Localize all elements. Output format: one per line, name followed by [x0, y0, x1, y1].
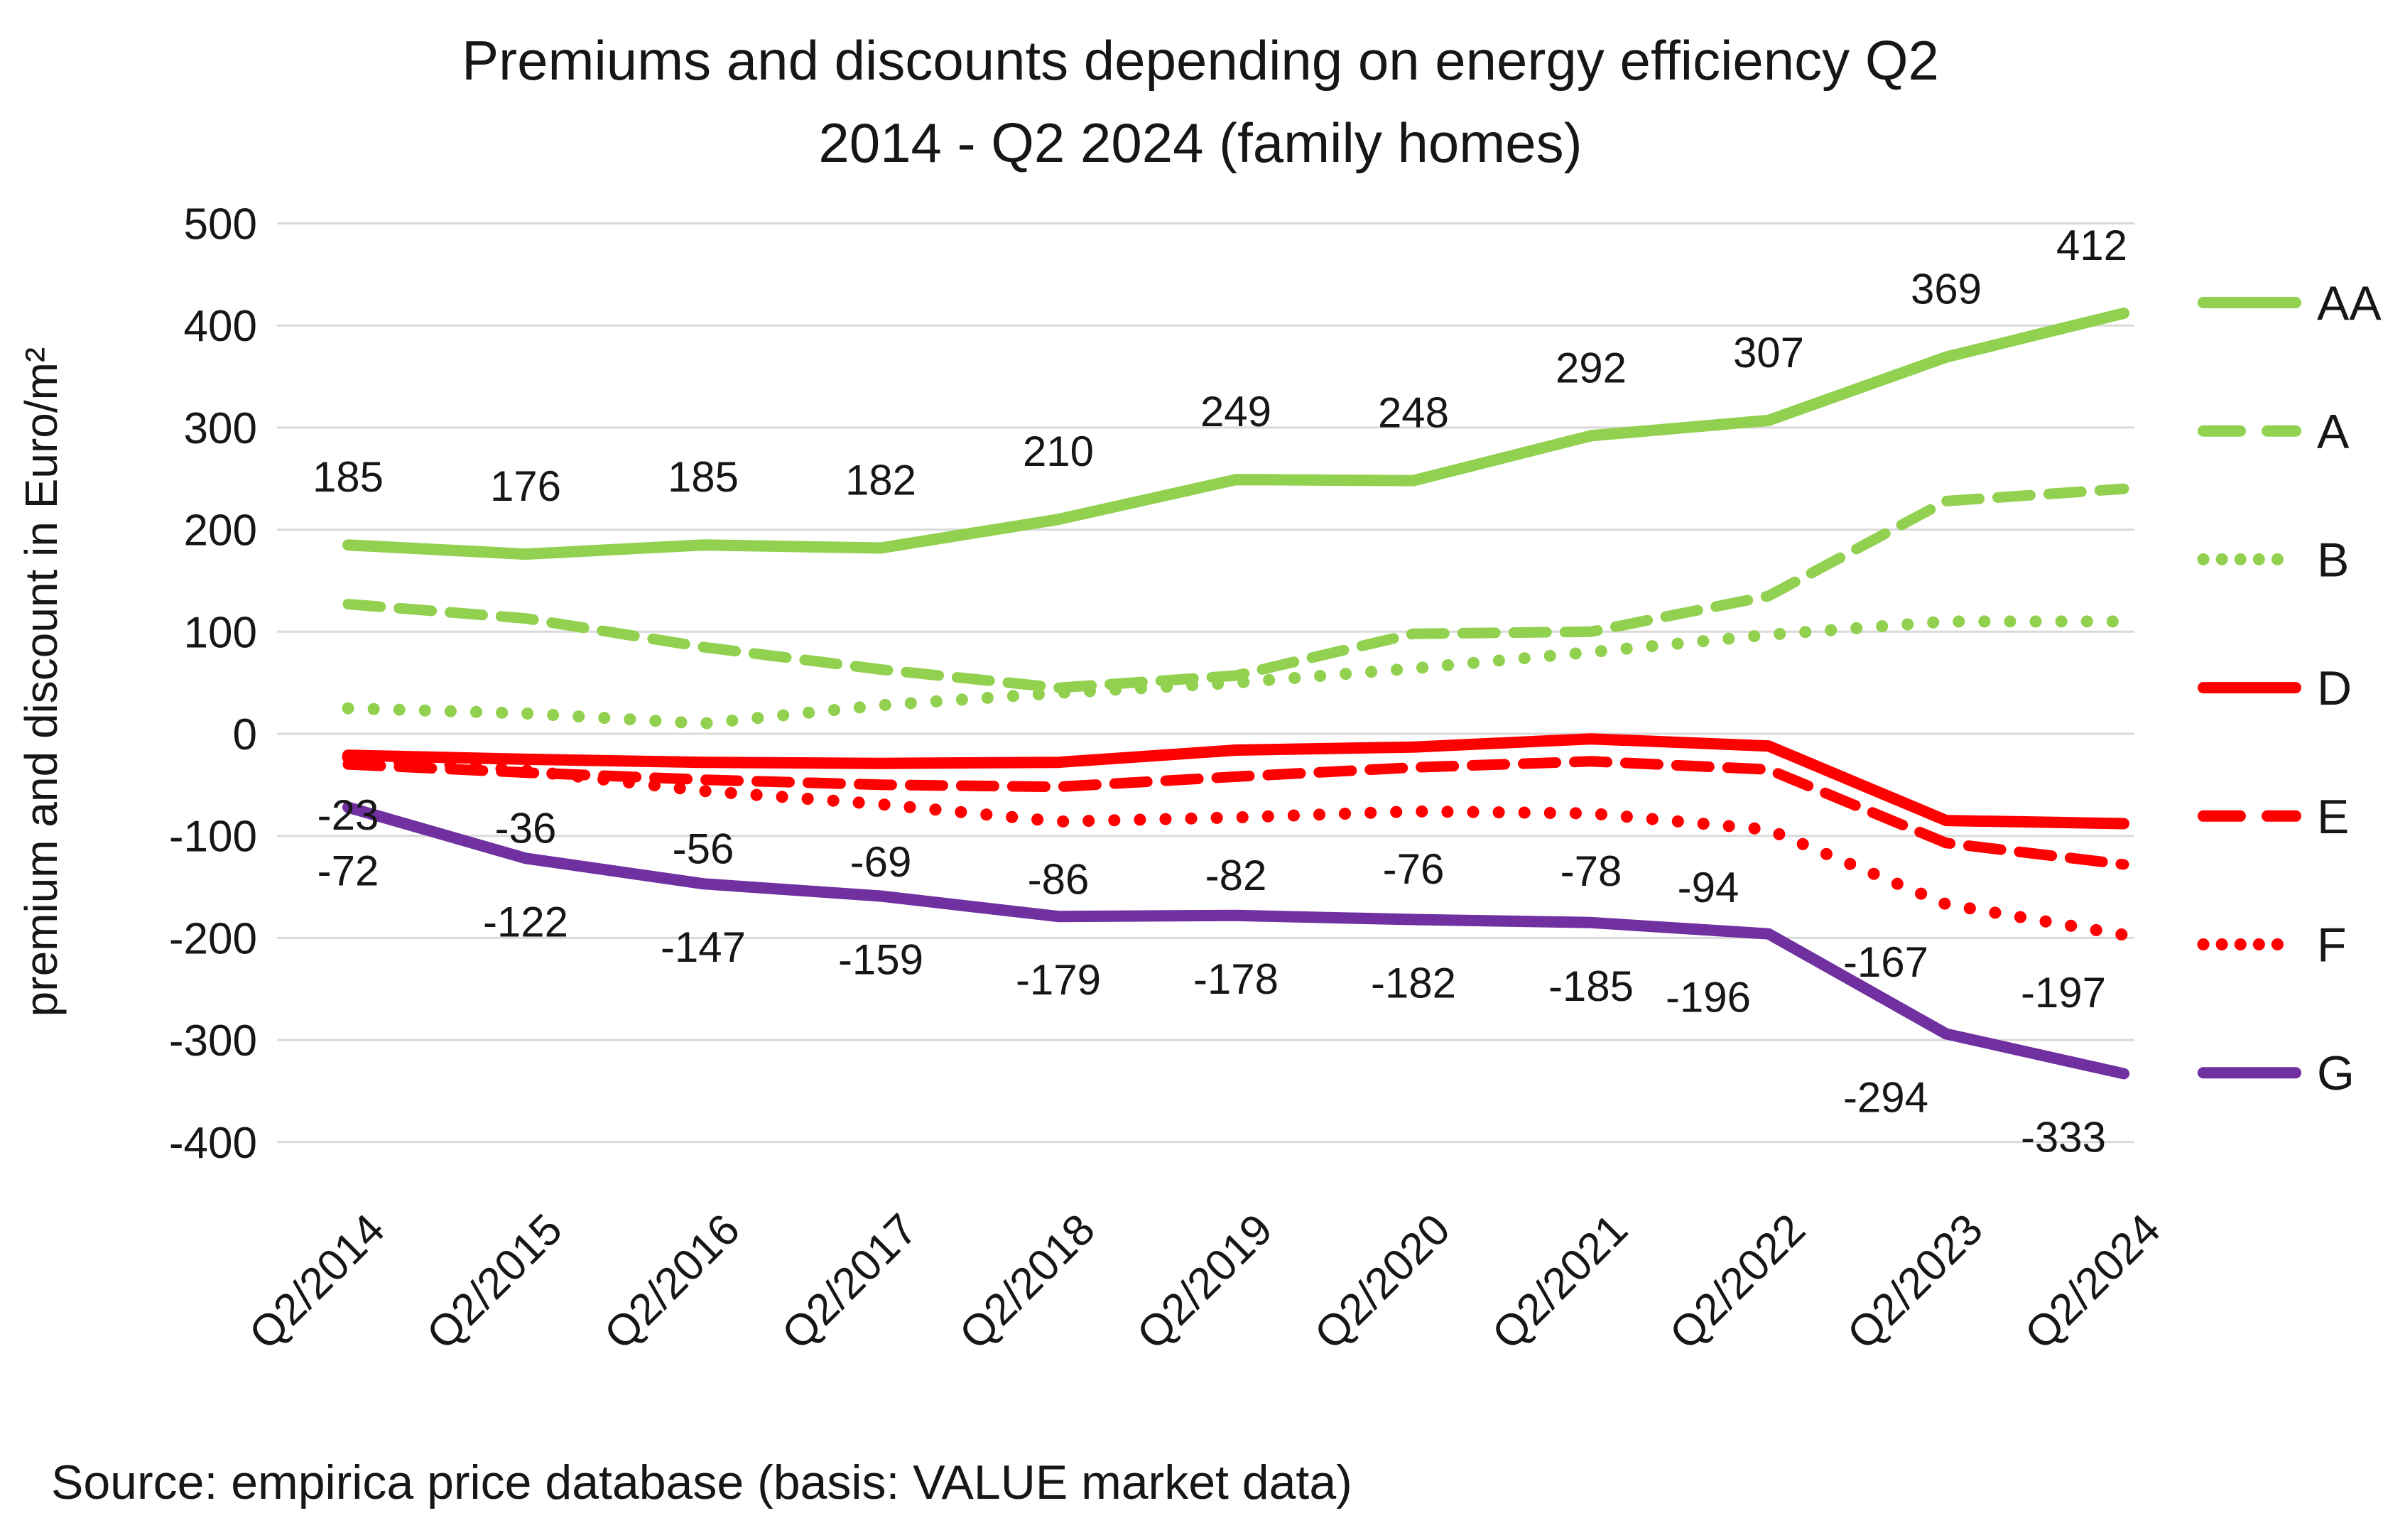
- data-label-G: -122: [483, 898, 568, 945]
- data-label-F: -23: [317, 791, 379, 839]
- legend-item-G: G: [2198, 1046, 2355, 1100]
- legend-item-B: B: [2197, 533, 2349, 587]
- data-label-G: -147: [661, 923, 746, 971]
- data-label-F: -82: [1205, 852, 1267, 899]
- data-label-AA: 185: [668, 453, 739, 501]
- data-label-G: -185: [1548, 962, 1634, 1010]
- series-line-F: [342, 751, 2130, 941]
- x-tick-label: Q2/2021: [1483, 1205, 1637, 1359]
- x-tick-label: Q2/2024: [2016, 1205, 2170, 1359]
- x-tick-label: Q2/2015: [418, 1205, 572, 1359]
- legend-label-D: D: [2317, 661, 2352, 715]
- data-label-G: -179: [1016, 956, 1101, 1004]
- legend-label-F: F: [2317, 918, 2347, 972]
- data-label-G: -72: [317, 847, 379, 894]
- data-label-G: -182: [1371, 960, 1456, 1007]
- y-tick-label: -400: [169, 1119, 257, 1168]
- legend-label-E: E: [2317, 790, 2349, 844]
- legend-item-F: F: [2197, 918, 2347, 972]
- data-labels-layer: 185 176 185 182 210 249 248 292 307 369 412 -23 -36 -…: [313, 222, 2127, 1161]
- series-line-AA: [342, 308, 2129, 560]
- x-tick-label: Q2/2016: [595, 1205, 749, 1359]
- y-tick-label: -200: [169, 914, 257, 963]
- x-tick-label: Q2/2022: [1661, 1205, 1815, 1359]
- data-label-F: -36: [495, 805, 557, 852]
- series-line-D: [342, 733, 2129, 830]
- series-line-A: [342, 483, 2129, 693]
- data-label-AA: 182: [845, 456, 916, 504]
- x-tick-label: Q2/2023: [1838, 1205, 1992, 1359]
- legend-item-A: A: [2198, 405, 2350, 459]
- gridlines-layer: [277, 222, 2134, 1144]
- legend-label-AA: AA: [2317, 276, 2382, 330]
- chart-title-line1: Premiums and discounts depending on ener…: [462, 29, 1939, 92]
- x-tick-label: Q2/2020: [1306, 1205, 1460, 1359]
- data-label-AA: 249: [1200, 388, 1271, 435]
- data-label-F: -86: [1028, 856, 1090, 904]
- data-label-F: -94: [1678, 864, 1739, 911]
- data-label-AA: 248: [1378, 389, 1449, 437]
- x-tick-label: Q2/2018: [950, 1205, 1104, 1359]
- data-label-F: -167: [1843, 938, 1928, 986]
- y-tick-labels-layer: 500 400 300 200 100 0 -100 -200 -300 -400: [169, 200, 257, 1168]
- data-label-F: -69: [850, 838, 912, 886]
- series-line-B: [342, 615, 2130, 730]
- data-label-AA: 210: [1023, 428, 1094, 475]
- chart-title-line2: 2014 - Q2 2024 (family homes): [818, 112, 1582, 174]
- x-tick-label: Q2/2014: [240, 1205, 394, 1359]
- x-tick-labels-layer: Q2/2014 Q2/2015 Q2/2016 Q2/2017 Q2/2018 Q2/20…: [240, 1205, 2170, 1359]
- data-label-AA: 176: [490, 462, 561, 510]
- data-label-AA: 185: [313, 453, 384, 501]
- data-label-AA: 307: [1733, 329, 1804, 376]
- y-tick-label: 500: [184, 200, 257, 249]
- legend-item-D: D: [2198, 661, 2352, 715]
- y-tick-label: 100: [184, 608, 257, 657]
- legend-item-AA: AA: [2198, 276, 2382, 330]
- data-label-F: -56: [673, 825, 734, 872]
- data-label-F: -76: [1383, 845, 1445, 893]
- y-tick-label: 300: [184, 404, 257, 453]
- series-line-G: [342, 801, 2129, 1080]
- y-tick-label: 0: [233, 710, 257, 759]
- data-label-AA: 412: [2056, 222, 2127, 269]
- legend-label-G: G: [2317, 1046, 2355, 1100]
- series-line-E: [342, 756, 2129, 870]
- y-tick-label: 400: [184, 302, 257, 351]
- data-label-G: -294: [1843, 1073, 1928, 1121]
- y-tick-label: -100: [169, 813, 257, 862]
- x-tick-label: Q2/2019: [1128, 1205, 1282, 1359]
- data-label-G: -333: [2021, 1114, 2106, 1161]
- data-label-G: -159: [838, 936, 923, 983]
- legend-label-A: A: [2317, 405, 2350, 459]
- series-lines-layer: [342, 308, 2130, 1080]
- data-label-G: -196: [1666, 974, 1751, 1021]
- y-tick-label: -300: [169, 1016, 257, 1065]
- y-axis-title: premium and discount in Euro/m²: [16, 347, 67, 1017]
- data-label-F: -197: [2021, 969, 2106, 1016]
- y-tick-label: 200: [184, 506, 257, 555]
- legend-label-B: B: [2317, 533, 2349, 587]
- legend-item-E: E: [2198, 790, 2349, 844]
- data-label-F: -78: [1560, 847, 1622, 895]
- source-note: Source: empirica price database (basis: …: [51, 1455, 1352, 1509]
- data-label-AA: 292: [1556, 344, 1627, 391]
- data-label-G: -178: [1193, 955, 1279, 1003]
- x-tick-label: Q2/2017: [773, 1205, 927, 1359]
- data-label-AA: 369: [1911, 266, 1982, 313]
